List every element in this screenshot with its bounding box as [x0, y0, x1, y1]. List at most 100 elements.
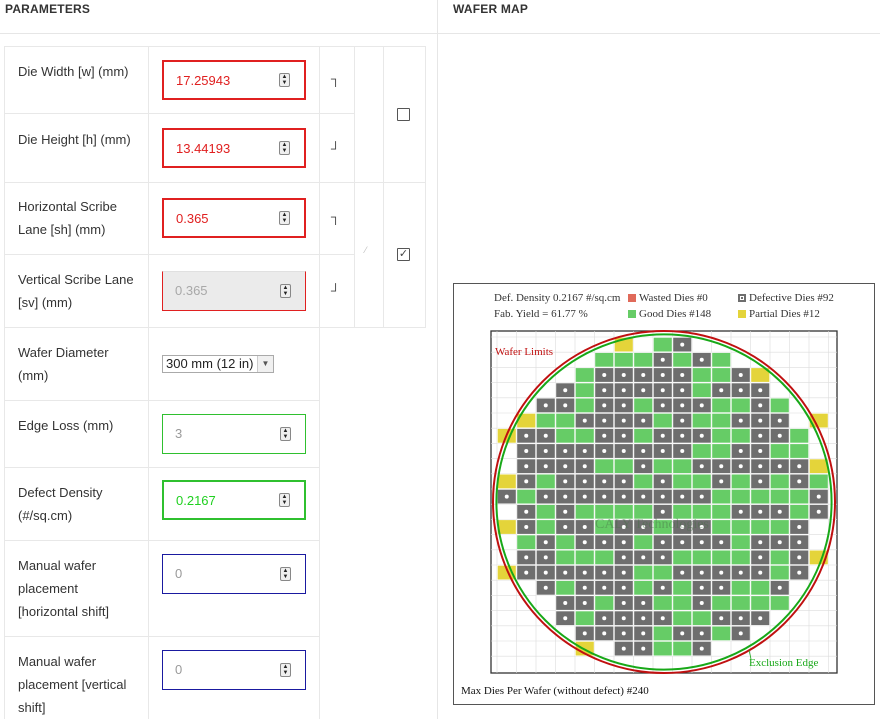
defect-dot	[602, 540, 607, 545]
good-die	[692, 413, 712, 429]
die-width-input[interactable]: 17.25943 ▲ ▼	[162, 60, 306, 100]
partial-die	[809, 458, 829, 474]
defect-dot	[660, 616, 665, 621]
defect-density-input[interactable]: 0.2167 ▲ ▼	[162, 480, 306, 520]
good-die	[555, 428, 575, 444]
exclusion-edge-circle	[495, 333, 833, 671]
good-die	[653, 625, 673, 641]
defect-dot	[816, 509, 821, 514]
defect-dot	[816, 494, 821, 499]
defect-dot	[738, 509, 743, 514]
defect-density-value: 0.2167	[176, 493, 216, 508]
h-shift-input[interactable]: 0 ▲ ▼	[162, 554, 306, 594]
defect-dot	[758, 403, 763, 408]
defect-dot	[719, 570, 724, 575]
defect-dot	[621, 388, 626, 393]
good-die	[692, 367, 712, 383]
defect-dot	[719, 388, 724, 393]
h-scribe-input[interactable]: 0.365 ▲ ▼	[162, 198, 306, 238]
parameters-heading: PARAMETERS	[5, 2, 91, 16]
die-height-spinner[interactable]: ▲ ▼	[279, 141, 290, 155]
good-die	[809, 473, 829, 489]
edge-loss-spinner[interactable]: ▲ ▼	[280, 427, 291, 441]
scribe-lock-checkbox[interactable]: ✓	[397, 248, 410, 261]
defect-dot	[524, 509, 529, 514]
h-shift-spinner[interactable]: ▲ ▼	[280, 567, 291, 581]
defect-dot	[582, 479, 587, 484]
chevron-down-icon[interactable]: ▼	[257, 356, 273, 372]
good-die	[633, 580, 653, 596]
v-shift-spinner[interactable]: ▲ ▼	[280, 663, 291, 677]
defect-dot	[660, 357, 665, 362]
good-die	[633, 504, 653, 520]
defect-dot	[719, 479, 724, 484]
defect-dot	[543, 449, 548, 453]
defect-dot	[777, 509, 782, 514]
defect-dot	[582, 585, 587, 590]
v-shift-input[interactable]: 0 ▲ ▼	[162, 650, 306, 690]
defect-dot	[680, 388, 685, 393]
wafer-map-heading: WAFER MAP	[453, 2, 529, 16]
defect-dot	[582, 631, 587, 636]
defect-dot	[563, 570, 568, 575]
good-die	[594, 549, 614, 565]
defect-dot	[758, 433, 763, 438]
defect-dot	[660, 509, 665, 514]
defect-dot	[641, 449, 646, 453]
good-die	[770, 397, 790, 413]
defect-dot	[524, 433, 529, 438]
bracket-bottom-icon: ┘	[331, 141, 341, 156]
good-die	[692, 610, 712, 626]
defect-dot	[602, 388, 607, 393]
defect-dot	[582, 525, 587, 529]
legend-good: Good Dies #148	[628, 308, 711, 321]
good-die	[770, 473, 790, 489]
defect-dot	[699, 525, 704, 529]
defect-dot	[543, 570, 548, 575]
row-edge-loss	[4, 400, 149, 468]
defect-dot	[582, 570, 587, 575]
defect-dot	[660, 540, 665, 545]
defect-dot	[641, 646, 646, 651]
v-scribe-input: 0.365 ▲ ▼	[162, 271, 306, 311]
legend-partial: Partial Dies #12	[738, 308, 820, 321]
defective-swatch-icon	[738, 294, 746, 302]
defect-dot	[621, 418, 626, 423]
die-width-spinner[interactable]: ▲ ▼	[279, 73, 290, 87]
good-die	[770, 443, 790, 459]
h-scribe-spinner[interactable]: ▲ ▼	[279, 211, 290, 225]
edge-loss-placeholder: 3	[175, 426, 183, 441]
defect-dot	[758, 540, 763, 545]
die-height-input[interactable]: 13.44193 ▲ ▼	[162, 128, 306, 168]
edge-loss-input[interactable]: 3 ▲ ▼	[162, 414, 306, 454]
edge-loss-label: Edge Loss (mm)	[18, 418, 114, 433]
good-die	[672, 504, 692, 520]
partial-die	[497, 519, 517, 535]
defect-dot	[621, 479, 626, 484]
defect-dot	[621, 570, 626, 575]
defect-dot	[660, 433, 665, 438]
defect-dot	[738, 464, 743, 469]
defect-dot	[621, 540, 626, 545]
defect-dot	[524, 449, 529, 453]
partial-die	[497, 473, 517, 489]
defect-dot	[699, 433, 704, 438]
wafer-diameter-select[interactable]: 300 mm (12 in) ▼	[162, 355, 274, 373]
defect-dot	[777, 540, 782, 545]
defect-dot	[660, 388, 665, 393]
good-die	[711, 489, 731, 505]
defect-dot	[602, 494, 607, 499]
parameters-divider	[0, 33, 437, 34]
defect-dot	[738, 570, 743, 575]
die-lock-checkbox[interactable]	[397, 108, 410, 121]
good-die	[536, 413, 556, 429]
defect-dot	[641, 373, 646, 377]
h-scribe-value: 0.365	[176, 211, 209, 226]
defect-dot	[563, 479, 568, 484]
good-die	[575, 549, 595, 565]
good-die	[633, 397, 653, 413]
good-die	[575, 610, 595, 626]
defect-dot	[582, 464, 587, 469]
defect-density-spinner[interactable]: ▲ ▼	[279, 493, 290, 507]
legend-defective: Defective Dies #92	[738, 292, 834, 305]
